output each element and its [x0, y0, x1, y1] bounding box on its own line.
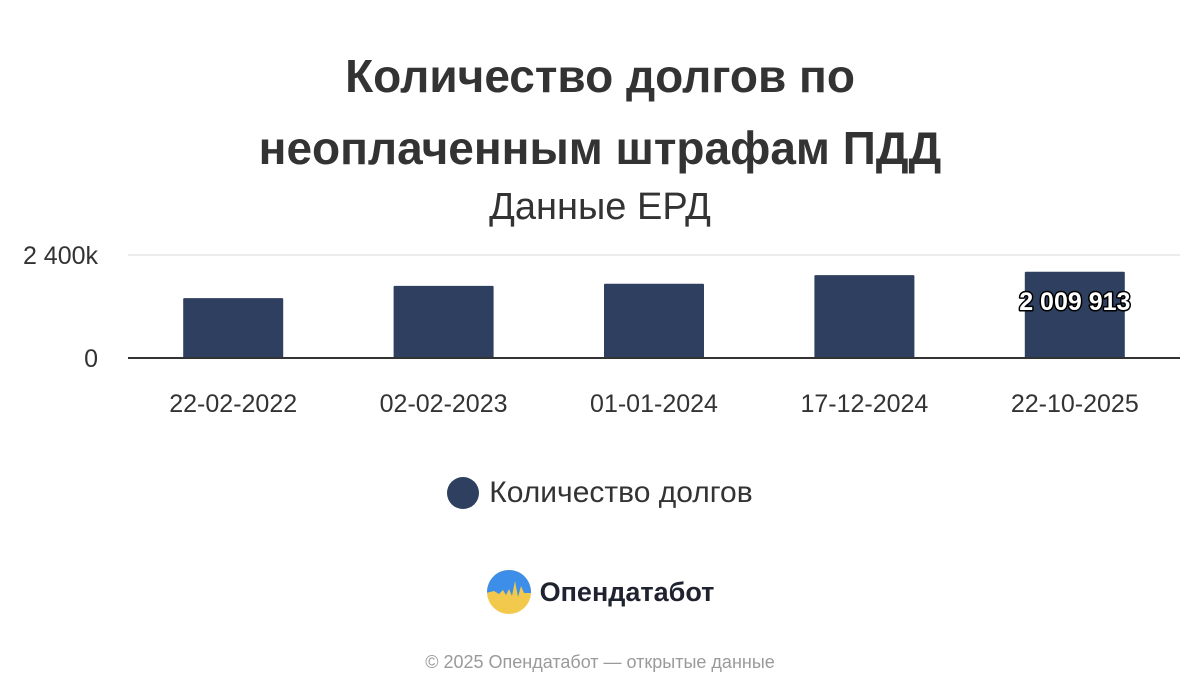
brand: Опендатабот	[0, 568, 1200, 616]
y-tick-label: 2 400k	[23, 242, 99, 270]
bar[interactable]	[604, 283, 704, 358]
x-tick-label: 22-10-2025	[1011, 390, 1139, 418]
bar[interactable]	[1024, 271, 1125, 358]
footer-credit: © 2025 Опендатабот — открытые данные	[425, 652, 775, 672]
bar[interactable]	[183, 298, 284, 358]
chart-subtitle: Данные ЕРД	[489, 186, 711, 228]
chart-title: Количество долгов по неоплаченным штрафа…	[0, 40, 1200, 184]
chart-title-line-2: неоплаченным штрафам ПДД	[258, 122, 942, 174]
legend-swatch-icon	[447, 477, 480, 509]
x-tick-label: 01-01-2024	[590, 390, 718, 418]
bar[interactable]	[393, 285, 494, 358]
y-tick-label: 0	[84, 345, 98, 373]
x-tick-label: 02-02-2023	[380, 390, 508, 418]
opendatabot-logo-icon	[486, 570, 531, 614]
legend-label: Количество долгов	[489, 476, 753, 509]
x-tick-label: 22-02-2022	[169, 390, 297, 418]
bar[interactable]	[814, 275, 915, 358]
brand-name: Опендатабот	[539, 576, 715, 607]
data-label: 2 009 913	[1019, 288, 1130, 316]
x-tick-label: 17-12-2024	[800, 390, 928, 418]
chart-legend[interactable]: Количество долгов	[0, 470, 1200, 516]
chart-title-line-1: Количество долгов по	[345, 50, 855, 102]
